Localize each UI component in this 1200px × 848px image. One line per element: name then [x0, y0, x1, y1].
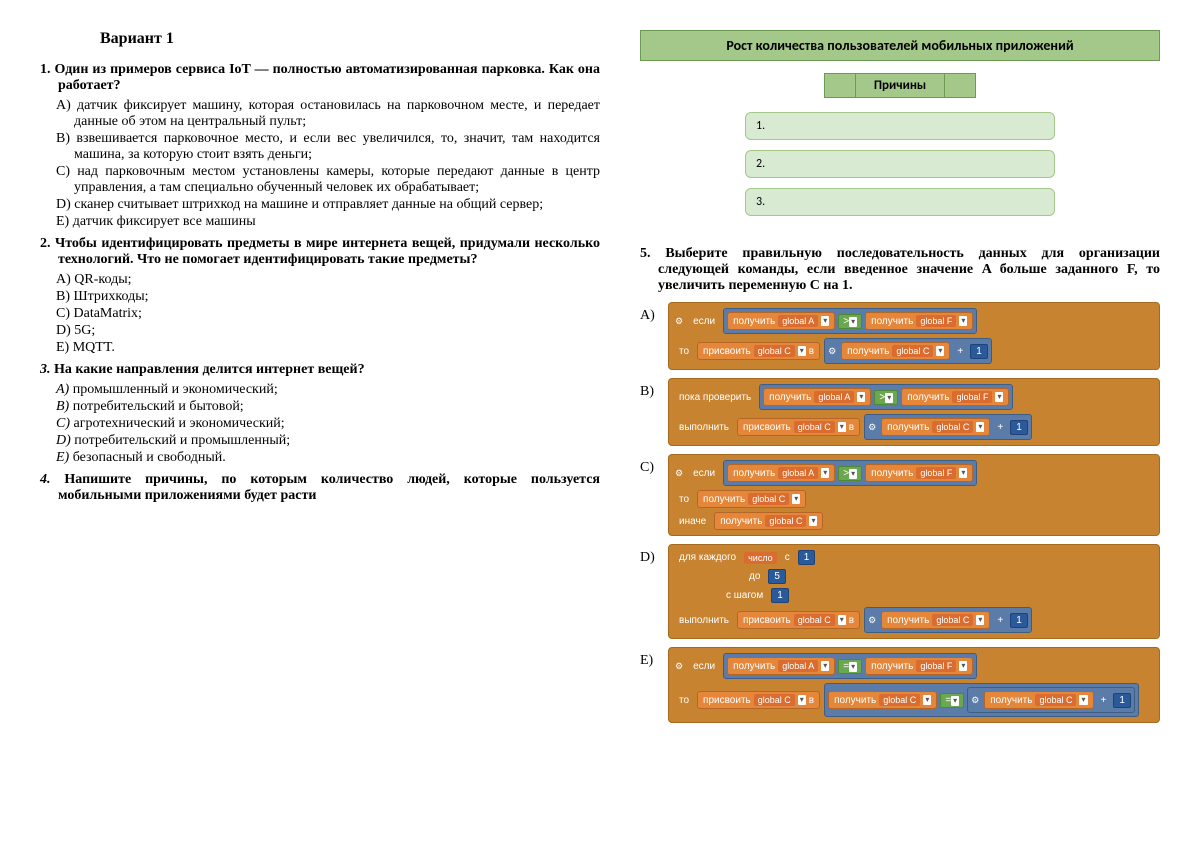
set-c-chip: присвоитьglobal C▾в: [697, 342, 820, 360]
q5-e-label: E): [640, 647, 662, 669]
q1-a-label: A): [56, 98, 71, 113]
q5-option-c: C) ⚙ если получитьglobal A▾ >▾ получитьg…: [640, 454, 1160, 536]
q3-e-label: E): [56, 450, 69, 465]
q1-answers: A) датчик фиксирует машину, которая оста…: [40, 98, 600, 230]
foreach-block: для каждого число с 1 до 5 с шагом 1 в: [668, 544, 1160, 639]
q3-a-label: A): [56, 382, 69, 397]
q2-d-label: D): [56, 323, 71, 338]
q1-e-label: E): [56, 214, 69, 229]
kw-if: если: [689, 316, 719, 327]
variant-title: Вариант 1: [100, 30, 600, 48]
get-c-chip: получитьglobal C▾: [841, 342, 950, 360]
q1-b-label: B): [56, 131, 70, 146]
reasons-diagram: Рост количества пользователей мобильных …: [640, 30, 1160, 216]
q4-number: 4.: [40, 472, 51, 487]
q2-answers: A) QR-коды; B) Штрихкоды; C) DataMatrix;…: [40, 272, 600, 356]
if-block-e: ⚙ если получитьglobal A▾ =▾ получитьglob…: [668, 647, 1160, 723]
q1-d-text: сканер считывает штрихкод на машине и от…: [74, 197, 543, 212]
q2-text: Чтобы идентифицировать предметы в мире и…: [55, 236, 600, 267]
q3-answers: A) промышленный и экономический; B) потр…: [40, 382, 600, 466]
kw-else: иначе: [675, 516, 710, 527]
if-block: ⚙ если получитьglobal A▾ >▾ получитьglob…: [668, 302, 1160, 370]
q5-text: Выберите правильную последовательность д…: [658, 246, 1160, 293]
q5-c-label: C): [640, 454, 662, 476]
q5-option-e: E) ⚙ если получитьglobal A▾ =▾ получитьg…: [640, 647, 1160, 723]
q1-c-label: C): [56, 164, 70, 179]
gear-icon: ⚙: [675, 316, 683, 327]
q2-d-text: 5G;: [74, 323, 95, 338]
q2-a-label: A): [56, 272, 71, 287]
kw-while: пока проверить: [675, 392, 755, 403]
q2-number: 2.: [40, 236, 51, 251]
q2-b-text: Штрихкоды;: [74, 289, 149, 304]
q5-number: 5.: [640, 246, 651, 261]
q1-d-label: D): [56, 197, 71, 212]
q3-c-text: агротехнический и экономический;: [74, 416, 285, 431]
get-a-chip: получитьglobal A▾: [727, 312, 835, 330]
question-4: 4. Напишите причины, по которым количест…: [40, 472, 600, 504]
question-3: 3. На какие направления делится интернет…: [40, 362, 600, 466]
kw-then: то: [675, 346, 693, 357]
q3-a-text: промышленный и экономический;: [73, 382, 278, 397]
q3-number: 3.: [40, 362, 51, 377]
q2-e-text: MQTT.: [73, 340, 115, 355]
q2-c-text: DataMatrix;: [74, 306, 142, 321]
kw-do: выполнить: [675, 422, 733, 433]
diagram-item-1: 1.: [745, 112, 1055, 140]
q5-a-label: A): [640, 302, 662, 324]
q3-c-label: C): [56, 416, 70, 431]
q5-option-d: D) для каждого число с 1 до 5 с шагом: [640, 544, 1160, 639]
q3-e-text: безопасный и свободный.: [73, 450, 226, 465]
diagram-item-3: 3.: [745, 188, 1055, 216]
diagram-item-2: 2.: [745, 150, 1055, 178]
while-block: пока проверить получитьglobal A▾ >▾ полу…: [668, 378, 1160, 446]
q1-e-text: датчик фиксирует все машины: [73, 214, 256, 229]
q1-a-text: датчик фиксирует машину, которая останов…: [74, 98, 600, 129]
q5-option-b: B) пока проверить получитьglobal A▾ >▾ п…: [640, 378, 1160, 446]
q1-c-text: над парковочным местом установлены камер…: [74, 164, 600, 195]
q3-text: На какие направления делится интернет ве…: [54, 362, 365, 377]
kw-foreach: для каждого: [675, 552, 740, 563]
get-f-chip: получитьglobal F▾: [865, 312, 973, 330]
q3-b-label: B): [56, 399, 69, 414]
q5-option-a: A) ⚙ если получитьglobal A▾ >▾ получитьg…: [640, 302, 1160, 370]
q2-a-text: QR-коды;: [74, 272, 131, 287]
q1-number: 1.: [40, 62, 51, 77]
q5-b-label: B): [640, 378, 662, 400]
question-1: 1. Один из примеров сервиса IoT — полнос…: [40, 62, 600, 230]
q1-text: Один из примеров сервиса IoT — полностью…: [54, 62, 600, 93]
q3-d-label: D): [56, 433, 71, 448]
q4-text: Напишите причины, по которым количество …: [58, 472, 600, 503]
if-else-block: ⚙ если получитьglobal A▾ >▾ получитьglob…: [668, 454, 1160, 536]
diagram-subtitle: Причины: [855, 73, 945, 98]
question-2: 2. Чтобы идентифицировать предметы в мир…: [40, 236, 600, 356]
plus-op: +: [953, 346, 967, 357]
q5-d-label: D): [640, 544, 662, 566]
num-1: 1: [970, 344, 988, 359]
q3-d-text: потребительский и промышленный;: [74, 433, 290, 448]
q1-b-text: взвешивается парковочное место, и если в…: [74, 131, 600, 162]
q3-b-text: потребительский и бытовой;: [73, 399, 244, 414]
diagram-title: Рост количества пользователей мобильных …: [640, 30, 1160, 61]
q2-e-label: E): [56, 340, 69, 355]
q2-b-label: B): [56, 289, 70, 304]
gear-icon: ⚙: [828, 346, 836, 357]
gt-op: >▾: [838, 314, 862, 329]
q2-c-label: C): [56, 306, 70, 321]
